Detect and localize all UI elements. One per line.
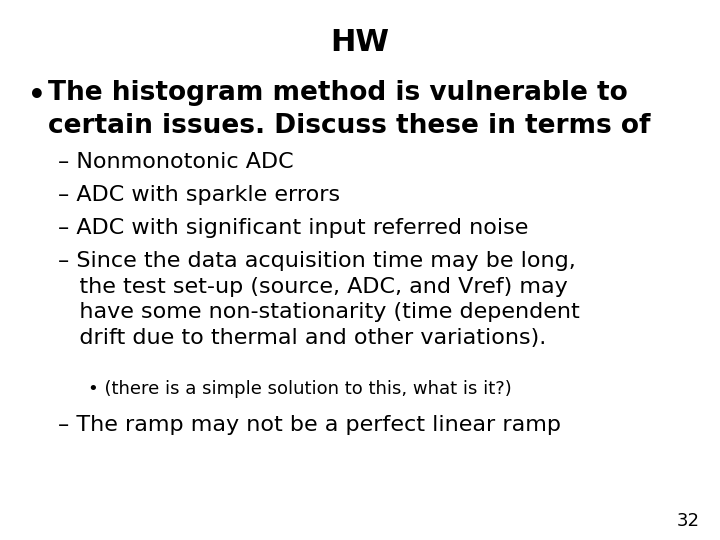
Text: 32: 32: [677, 512, 700, 530]
Text: – Nonmonotonic ADC: – Nonmonotonic ADC: [58, 152, 294, 172]
Text: – ADC with significant input referred noise: – ADC with significant input referred no…: [58, 218, 528, 238]
Text: – Since the data acquisition time may be long,
   the test set-up (source, ADC, : – Since the data acquisition time may be…: [58, 251, 580, 348]
Text: • (there is a simple solution to this, what is it?): • (there is a simple solution to this, w…: [88, 380, 512, 398]
Text: HW: HW: [330, 28, 390, 57]
Text: •: •: [28, 82, 46, 110]
Text: – ADC with sparkle errors: – ADC with sparkle errors: [58, 185, 340, 205]
Text: The histogram method is vulnerable to
certain issues. Discuss these in terms of: The histogram method is vulnerable to ce…: [48, 80, 650, 139]
Text: – The ramp may not be a perfect linear ramp: – The ramp may not be a perfect linear r…: [58, 415, 561, 435]
